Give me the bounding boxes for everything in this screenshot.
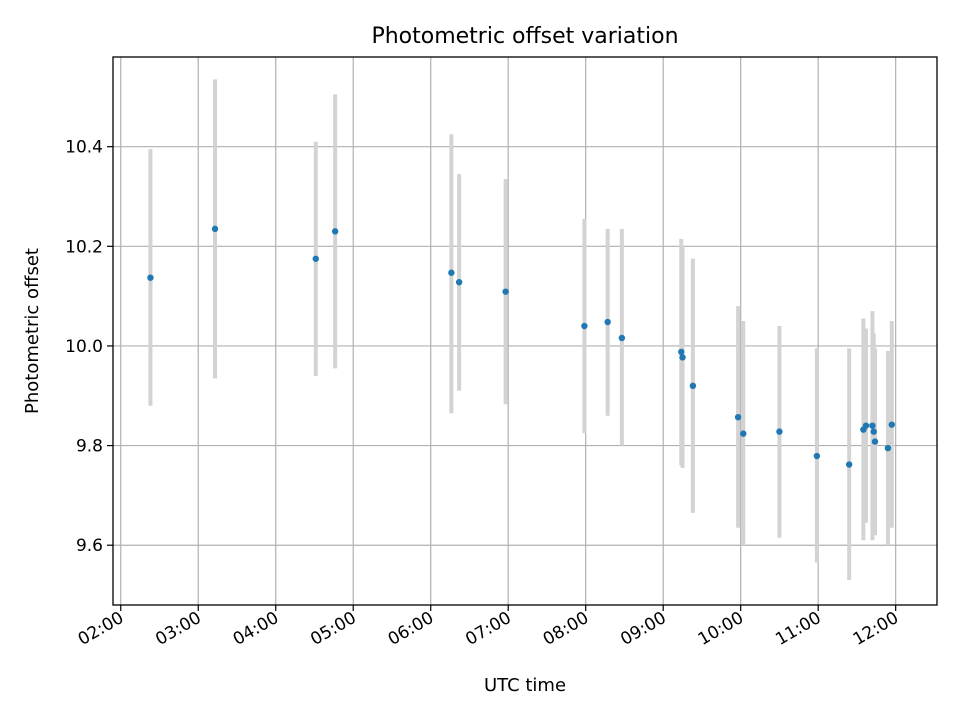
data-point <box>604 318 611 326</box>
chart-title: Photometric offset variation <box>371 24 678 49</box>
data-point <box>502 288 509 295</box>
data-point <box>862 422 870 429</box>
data-point <box>888 421 895 428</box>
grid-layer <box>113 57 937 605</box>
data-point <box>845 461 853 468</box>
data-point <box>776 428 783 435</box>
data-point <box>869 422 876 429</box>
data-point <box>870 428 877 435</box>
y-tick-label: 10.0 <box>65 337 103 357</box>
data-point <box>448 269 455 276</box>
data-point <box>581 322 588 330</box>
data-point <box>813 452 821 460</box>
data-point <box>884 444 892 452</box>
y-tick-label: 10.2 <box>65 237 103 257</box>
data-point <box>455 278 463 286</box>
y-axis: 9.6 9.8 10.0 10.2 10.4 <box>65 138 113 556</box>
data-point <box>740 430 747 437</box>
data-point <box>618 334 626 342</box>
data-point <box>312 255 319 262</box>
y-tick-label: 9.6 <box>76 536 103 556</box>
data-point <box>678 348 685 356</box>
data-point <box>211 225 219 233</box>
plot-frame <box>112 56 938 606</box>
data-point <box>689 382 697 389</box>
data-point <box>734 413 742 421</box>
y-tick-label: 9.8 <box>76 437 103 457</box>
data-point <box>331 228 339 235</box>
y-tick-label: 10.4 <box>65 138 103 158</box>
point-layer <box>147 225 895 468</box>
data-point <box>871 438 879 445</box>
data-point <box>147 274 154 281</box>
x-axis-label: UTC time <box>484 675 566 696</box>
y-axis-label: Photometric offset <box>22 248 43 414</box>
data-point <box>679 354 686 361</box>
